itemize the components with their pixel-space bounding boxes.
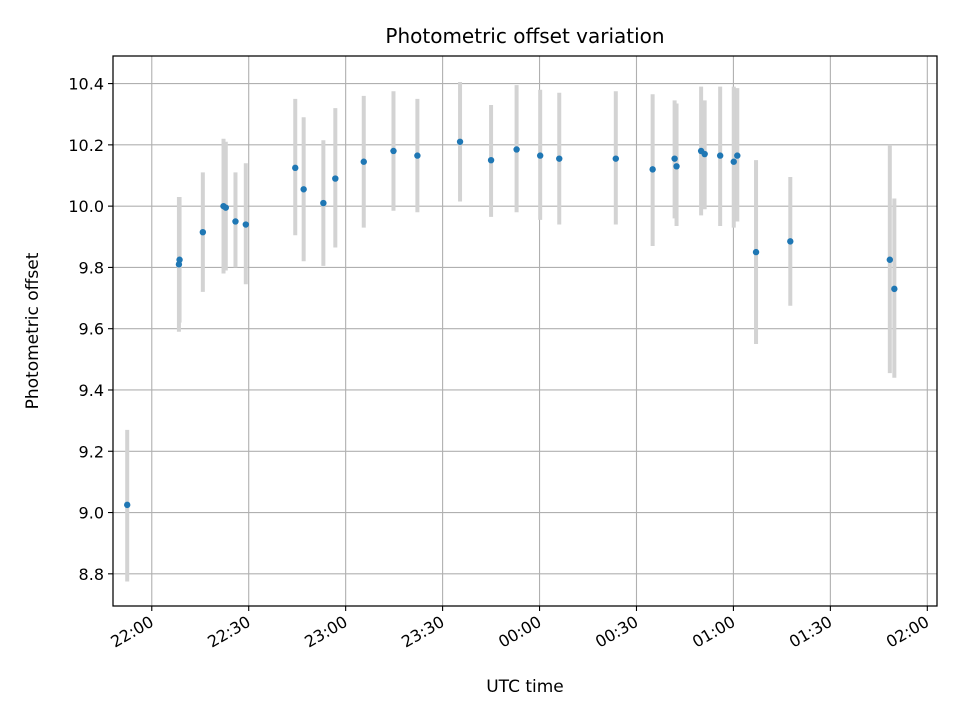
data-point [176,256,183,263]
data-point [734,152,741,159]
data-point [536,152,544,159]
x-axis-label: UTC time [486,677,564,697]
data-point [242,221,250,228]
y-tick-label: 10.2 [68,136,104,155]
y-tick-label: 10.4 [68,75,104,94]
data-point [320,199,327,207]
data-point [332,175,339,182]
data-point [701,150,708,158]
data-point [891,285,898,293]
data-point [390,147,397,155]
data-point [487,156,495,164]
y-tick-label: 9.8 [79,258,104,277]
data-point [292,164,299,172]
data-point [730,158,737,165]
data-points [124,138,898,509]
data-point [222,204,229,211]
y-tick-label: 9.2 [79,442,104,461]
y-ticks: 8.8 9.0 9.2 9.4 9.6 9.8 10.0 10.2 10.4 [68,75,113,584]
data-point [360,158,367,165]
y-tick-label: 10.0 [68,197,104,216]
y-axis-label: Photometric offset [23,252,43,409]
data-point [300,186,307,193]
y-tick-label: 9.6 [79,320,104,339]
data-point [456,138,464,145]
axes-frame [112,55,938,607]
grid-lines [113,56,937,606]
data-point [199,228,207,236]
data-point [671,155,678,162]
data-point [673,163,680,170]
data-point [414,152,421,159]
data-point [612,155,620,162]
data-point [787,238,794,245]
data-point [886,256,894,263]
data-point [716,152,724,159]
data-point [556,155,563,162]
y-tick-label: 9.0 [79,504,104,523]
data-point [232,218,239,225]
data-point [752,248,760,256]
data-point [513,146,520,153]
data-point [649,166,656,173]
data-point [124,501,131,509]
y-tick-label: 8.8 [79,565,104,584]
y-tick-label: 9.4 [79,381,104,400]
chart-title: Photometric offset variation [385,24,664,48]
